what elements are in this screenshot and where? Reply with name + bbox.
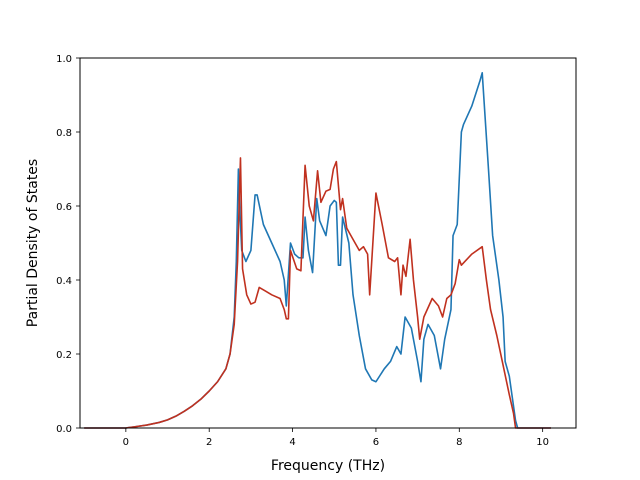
plot-frame (79, 57, 577, 429)
x-tick-label: 0 (123, 437, 129, 448)
x-tick-label: 4 (289, 437, 295, 448)
y-axis-ticks: 0.0 0.2 0.4 0.6 0.8 1.0 (56, 54, 80, 435)
series-line-2 (84, 157, 551, 429)
x-tick-label: 6 (373, 437, 379, 448)
y-tick-label: 0.4 (56, 276, 72, 287)
y-tick-label: 1.0 (56, 54, 72, 65)
y-tick-label: 0.8 (56, 128, 72, 139)
y-tick-label: 0.2 (56, 350, 72, 361)
y-tick-label: 0.6 (56, 202, 72, 213)
x-tick-label: 2 (206, 437, 212, 448)
y-tick-label: 0.0 (56, 424, 72, 435)
y-axis-title: Partial Density of States (25, 159, 41, 327)
x-tick-label: 8 (456, 437, 462, 448)
plot-lines (84, 72, 551, 429)
x-tick-label: 10 (536, 437, 549, 448)
x-axis-ticks: 0 2 4 6 8 10 (123, 428, 549, 448)
x-axis-title: Frequency (THz) (271, 458, 385, 474)
